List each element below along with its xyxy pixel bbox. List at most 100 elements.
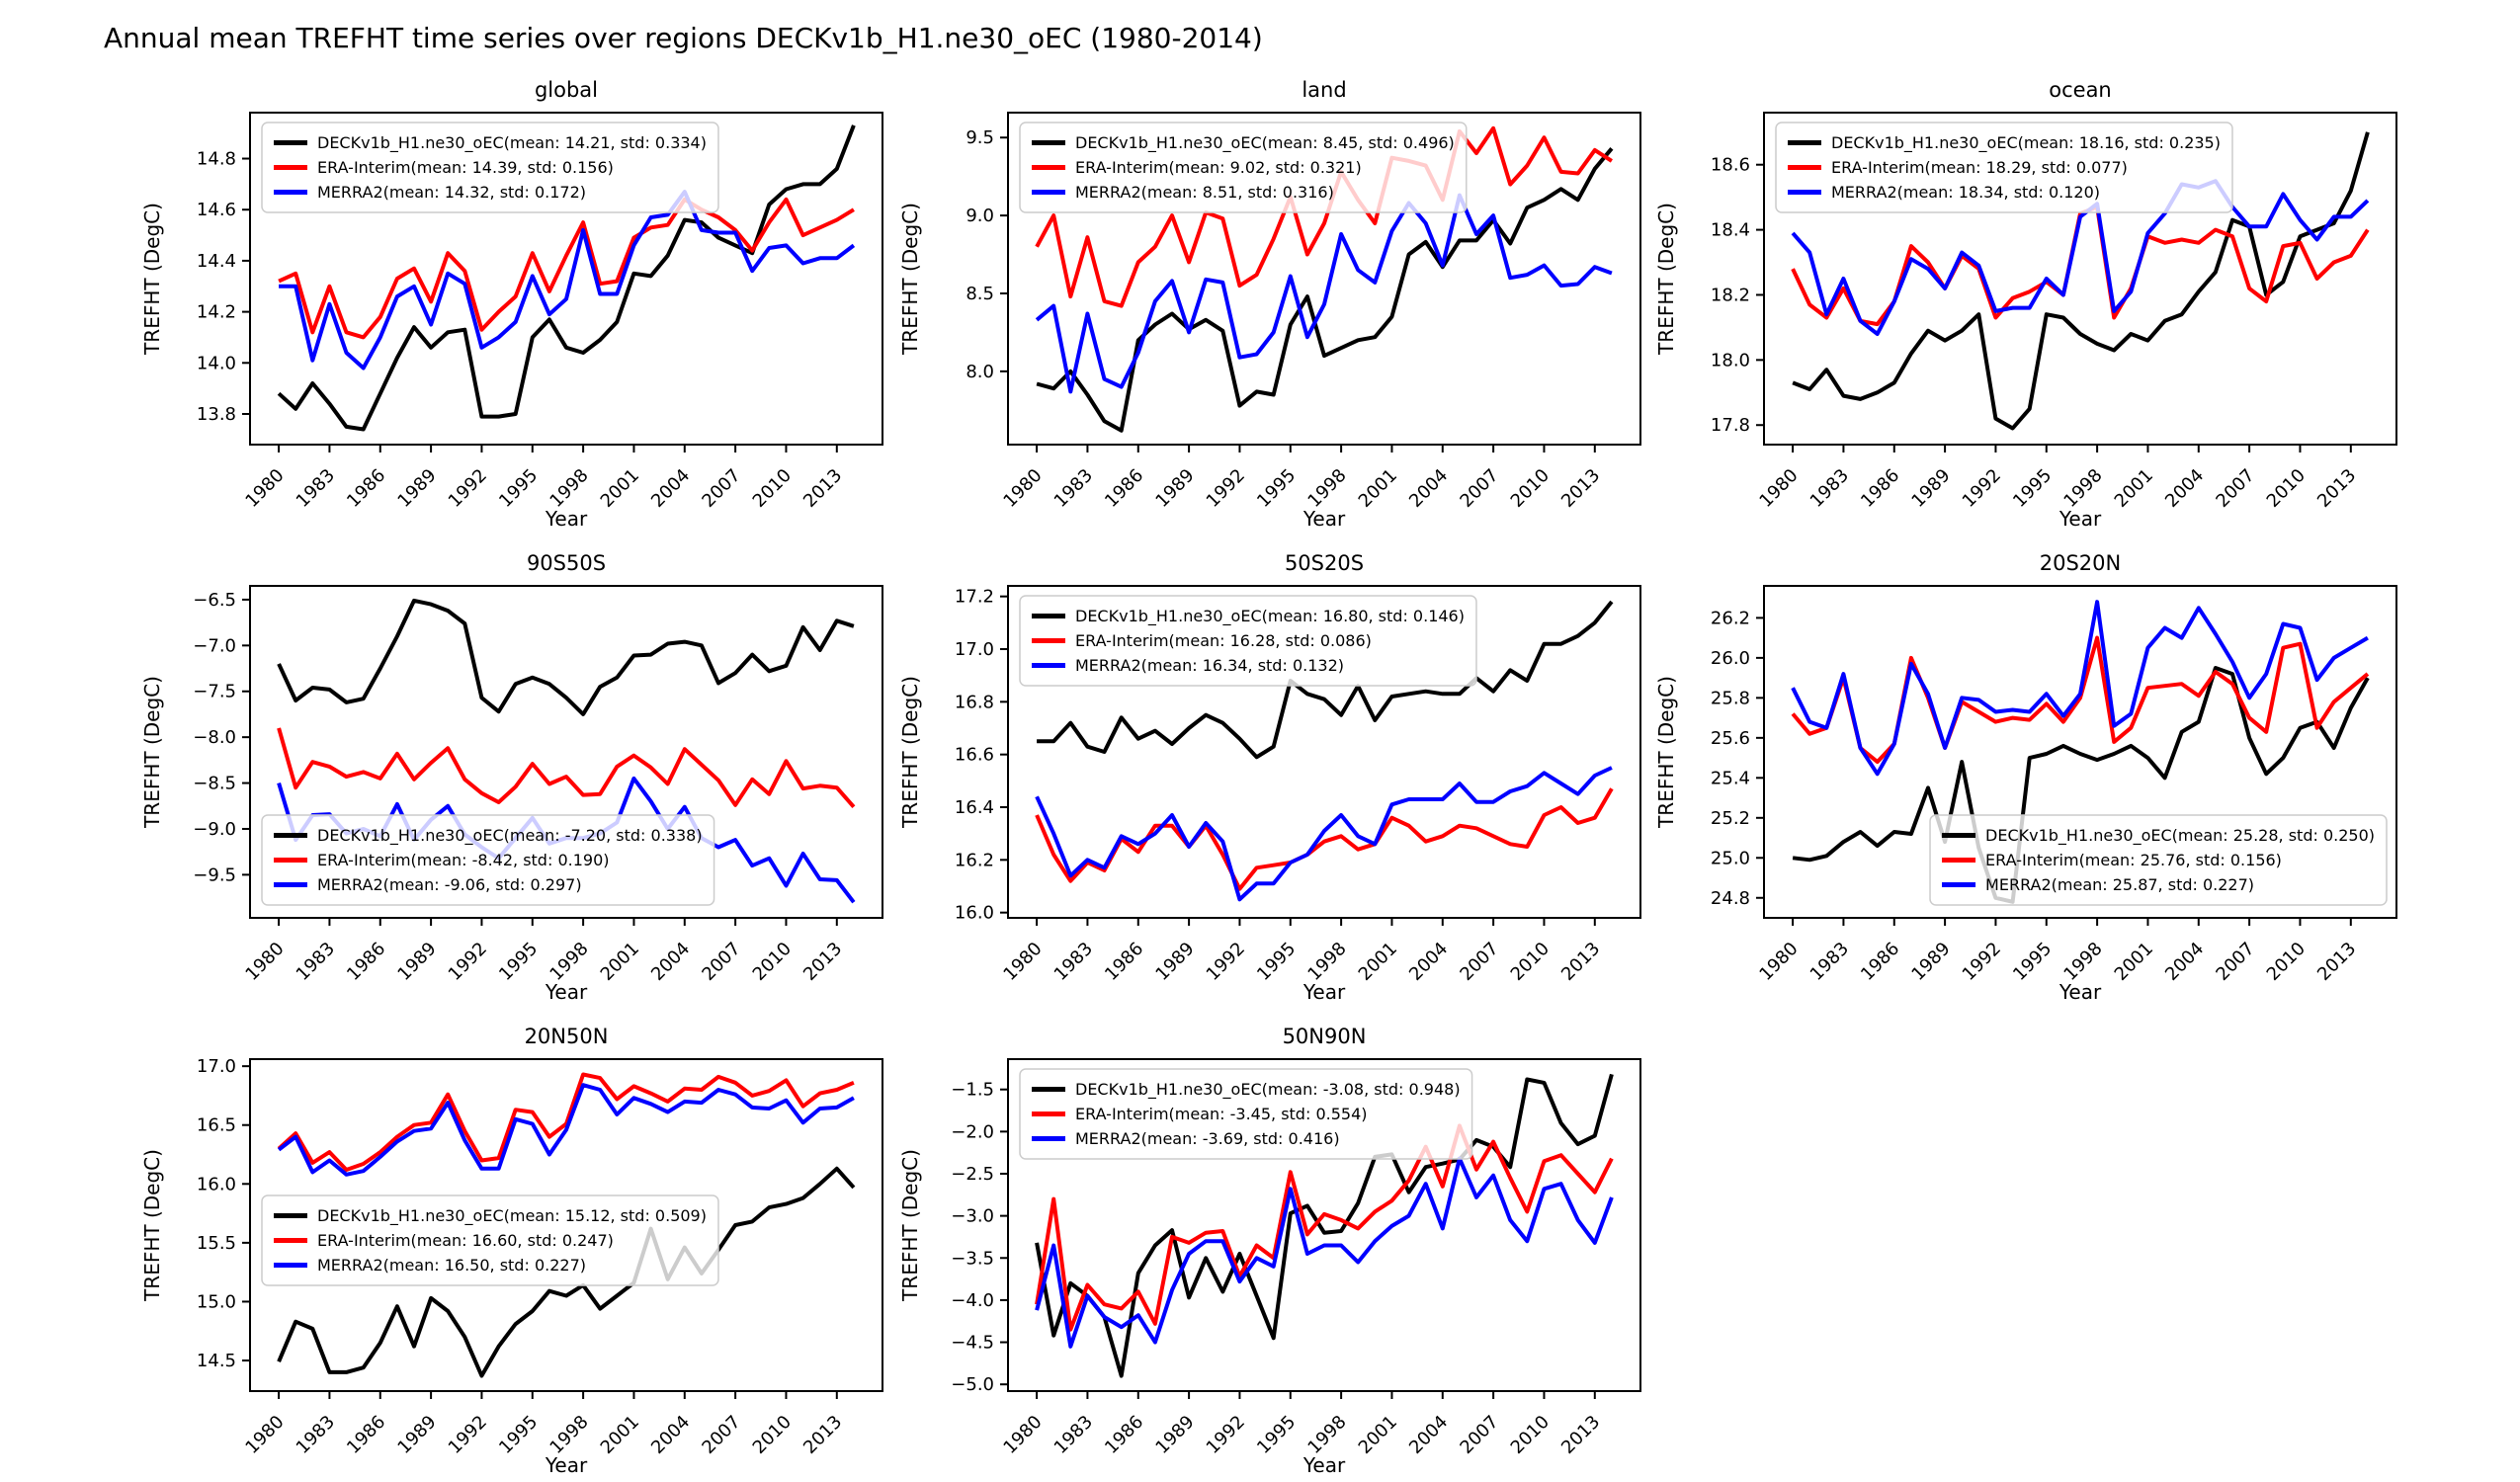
legend-box [1775,122,2233,213]
y-tick-label: 14.0 [197,353,236,373]
legend-label: ERA-Interim(mean: 14.39, std: 0.156) [317,158,614,177]
y-tick-label: 25.2 [1711,808,1750,829]
x-tick-label: 2013 [799,1412,846,1458]
x-tick-label: 1989 [1907,465,1954,512]
legend-label: ERA-Interim(mean: 16.28, std: 0.086) [1075,631,1372,650]
legend-label: MERRA2(mean: 8.51, std: 0.316) [1075,183,1334,202]
legend: DECKv1b_H1.ne30_oEC(mean: 18.16, std: 0.… [1775,122,2233,213]
x-tick-label: 1992 [1959,465,2005,512]
y-tick-label: −4.0 [951,1290,994,1311]
y-tick-label: 18.4 [1711,220,1750,241]
y-tick-label: −6.5 [193,590,236,611]
merra2-line [277,1083,855,1177]
x-tick-label: 1995 [495,1412,542,1458]
x-tick-label: 2013 [2313,939,2360,985]
x-tick-label: 1989 [1151,1412,1198,1458]
era-interim-line [278,197,855,340]
y-tick-label: −8.0 [193,727,236,748]
x-tick-label: 1992 [1203,939,1249,985]
x-tick-label: 1992 [445,1412,491,1458]
x-tick-label: 1986 [343,1412,389,1458]
deckv1b-h1-ne30-oec-line [277,1166,856,1378]
deckv1b-h1-ne30-oec-line [1036,147,1614,433]
y-tick-label: 14.8 [197,149,236,170]
legend-label: DECKv1b_H1.ne30_oEC(mean: -3.08, std: 0.… [1075,1080,1461,1100]
y-tick-label: 16.0 [955,903,994,924]
legend-label: DECKv1b_H1.ne30_oEC(mean: 8.45, std: 0.4… [1075,133,1455,153]
y-tick-label: −3.0 [951,1206,994,1227]
x-tick-label: 1983 [1050,465,1097,512]
x-tick-label: 2004 [1405,939,1452,985]
y-tick-label: 16.8 [955,692,994,712]
subplot-title: 50S20S [1285,551,1364,575]
y-tick-label: −7.5 [193,682,236,702]
legend-box [1019,122,1468,213]
deckv1b-h1-ne30-oec-line [277,124,856,432]
legend: DECKv1b_H1.ne30_oEC(mean: 8.45, std: 0.4… [1019,122,1468,213]
legend-label: DECKv1b_H1.ne30_oEC(mean: -7.20, std: 0.… [317,826,703,846]
y-tick-label: 16.5 [197,1115,236,1136]
y-tick-label: −7.0 [193,635,236,656]
x-tick-label: 1986 [1101,1412,1147,1458]
y-tick-label: −3.5 [951,1248,994,1269]
y-tick-label: 26.0 [1711,648,1750,669]
legend-label: DECKv1b_H1.ne30_oEC(mean: 15.12, std: 0.… [317,1206,707,1226]
legend-label: MERRA2(mean: 16.50, std: 0.227) [317,1256,586,1275]
y-tick-label: −4.5 [951,1333,994,1354]
y-axis-label: TREFHT (DegC) [140,1149,164,1302]
subplot-title: global [535,78,598,102]
legend-label: DECKv1b_H1.ne30_oEC(mean: 16.80, std: 0.… [1075,607,1465,626]
legend-label: MERRA2(mean: -9.06, std: 0.297) [317,875,582,894]
x-tick-label: 1986 [1101,465,1147,512]
x-tick-label: 1980 [1755,939,1802,985]
merra2-line [1791,179,2370,336]
x-tick-label: 2001 [1355,1412,1401,1458]
x-tick-label: 1998 [1303,1412,1350,1458]
axes-spines [1007,585,1641,919]
y-tick-label: 24.8 [1711,888,1750,909]
y-tick-label: 15.5 [197,1233,236,1254]
x-tick-label: 2007 [1456,465,1502,512]
x-tick-label: 1995 [1253,465,1300,512]
y-tick-label: 9.5 [966,127,994,148]
deckv1b-h1-ne30-oec-line [1037,600,1614,760]
x-tick-label: 1986 [1101,939,1147,985]
x-tick-label: 2001 [2111,939,2157,985]
era-interim-line [1035,1123,1614,1332]
x-tick-label: 2013 [1557,1412,1604,1458]
y-tick-label: 18.6 [1711,155,1750,176]
y-tick-label: 17.2 [955,587,994,608]
legend-box [261,1194,719,1286]
x-tick-label: 2004 [647,939,694,985]
y-tick-label: 13.8 [197,404,236,425]
y-tick-label: −1.5 [951,1080,994,1101]
x-tick-label: 2001 [597,465,643,512]
x-tick-label: 2004 [2161,939,2208,985]
x-tick-label: 2010 [1507,465,1554,512]
x-tick-label: 2010 [2263,465,2310,512]
legend-label: DECKv1b_H1.ne30_oEC(mean: 14.21, std: 0.… [317,133,707,153]
deckv1b-h1-ne30-oec-line [277,598,855,716]
era-interim-line [1035,125,1613,308]
merra2-line [1035,1156,1614,1349]
y-tick-label: 18.0 [1711,350,1750,370]
deckv1b-h1-ne30-oec-line [1792,666,2370,904]
legend-label: ERA-Interim(mean: -8.42, std: 0.190) [317,851,609,869]
x-tick-label: 1989 [1907,939,1954,985]
legend-label: ERA-Interim(mean: 9.02, std: 0.321) [1075,158,1362,177]
x-axis-label: Year [545,980,588,1004]
y-tick-label: 25.6 [1711,728,1750,749]
y-tick-label: 14.2 [197,302,236,323]
y-tick-label: −9.0 [193,819,236,840]
y-tick-label: 14.6 [197,200,236,220]
y-tick-label: 25.4 [1711,768,1750,788]
x-tick-label: 1995 [495,465,542,512]
x-tick-label: 2010 [2263,939,2310,985]
x-tick-label: 2004 [2161,465,2208,512]
y-tick-label: 16.6 [955,745,994,766]
y-tick-label: 17.0 [955,639,994,660]
